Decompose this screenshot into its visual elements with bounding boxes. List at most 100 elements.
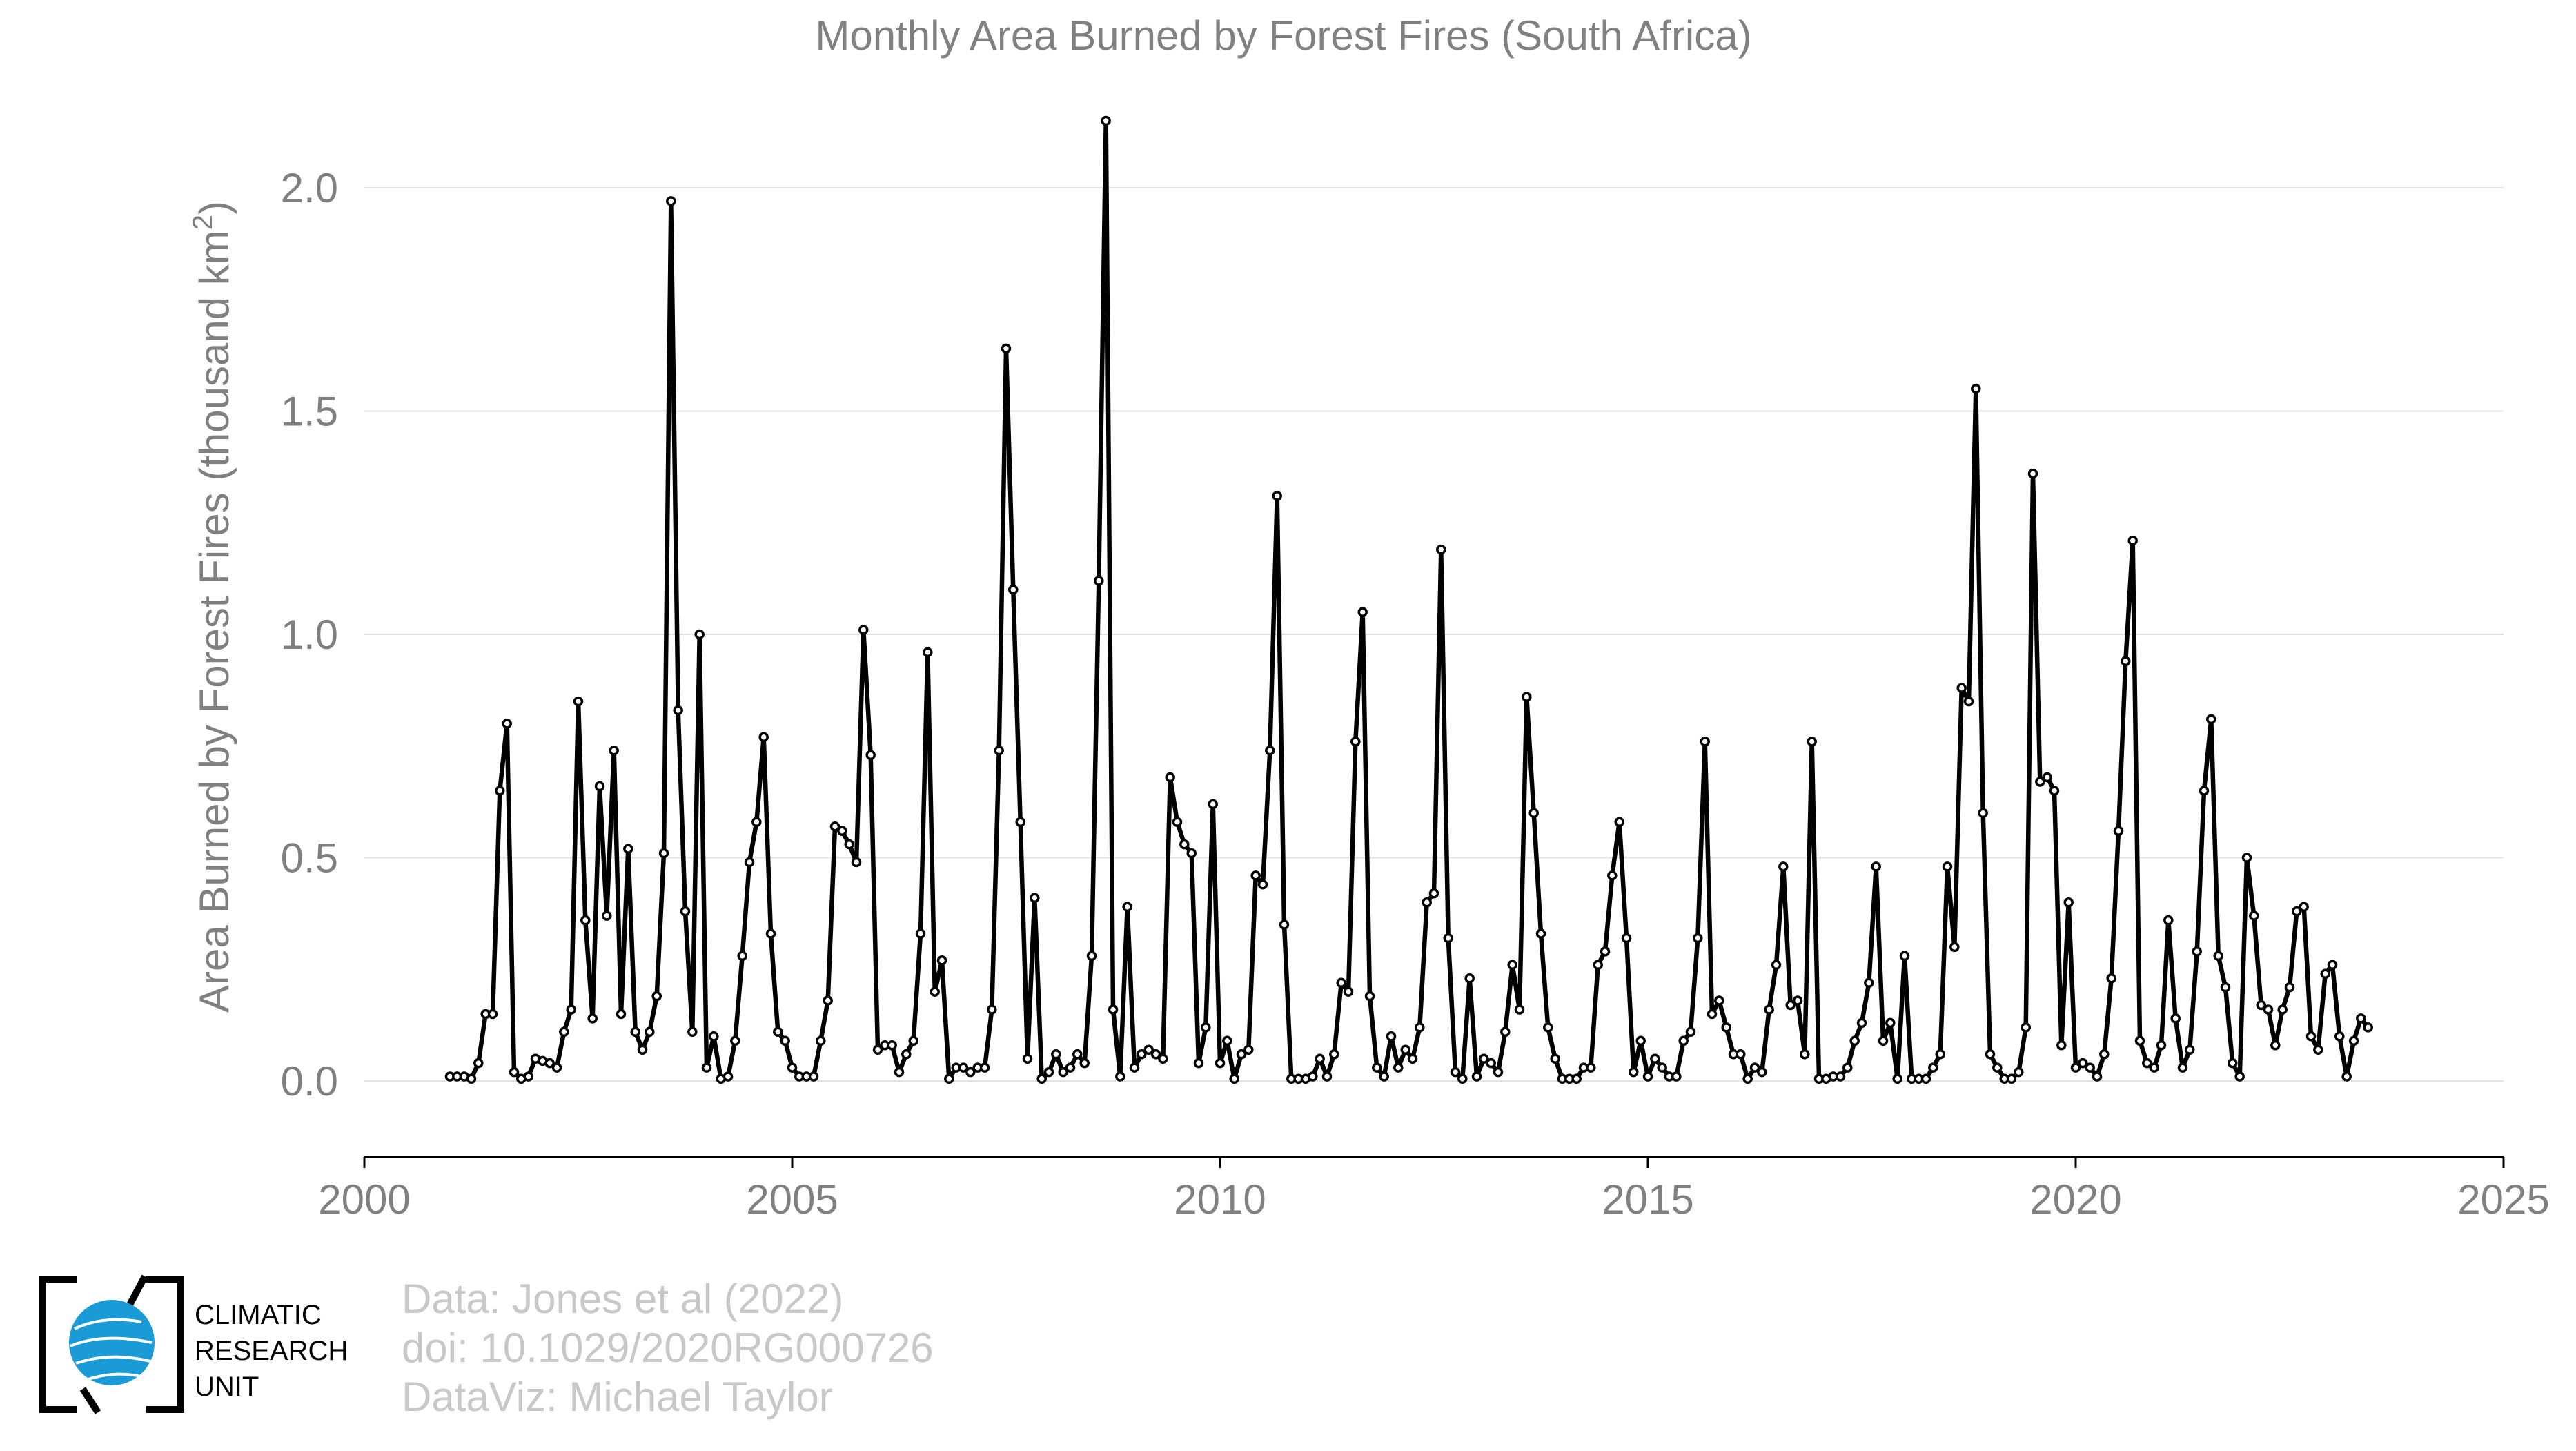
- data-point: [744, 857, 755, 868]
- data-point: [2177, 1062, 2188, 1073]
- data-point: [2070, 1062, 2081, 1073]
- data-point: [1094, 576, 1104, 586]
- data-point: [1749, 1062, 1760, 1073]
- data-point: [594, 781, 605, 792]
- data-point: [936, 955, 947, 966]
- data-point: [573, 696, 584, 707]
- data-point: [2199, 786, 2210, 796]
- data-point: [1043, 1067, 1054, 1078]
- data-point: [1607, 870, 1618, 881]
- data-point: [1971, 383, 1981, 394]
- data-point: [2356, 1013, 2366, 1024]
- data-point: [2156, 1040, 2167, 1051]
- data-point: [1357, 607, 1368, 617]
- data-point: [1257, 879, 1268, 890]
- data-point: [923, 647, 933, 658]
- data-point: [944, 1073, 954, 1084]
- data-point: [737, 951, 747, 962]
- data-point: [837, 826, 847, 836]
- y-tick-label: 1.0: [281, 612, 338, 658]
- y-axis-label-end: ): [191, 201, 237, 215]
- data-point: [2292, 906, 2302, 917]
- data-point: [2249, 910, 2259, 921]
- data-point: [701, 1062, 712, 1073]
- data-point: [958, 1062, 969, 1073]
- data-point: [651, 991, 662, 1002]
- data-point: [787, 1062, 798, 1073]
- data-point: [2063, 897, 2074, 908]
- data-point: [1742, 1073, 1753, 1084]
- data-point: [2149, 1062, 2159, 1073]
- data-point: [602, 910, 612, 921]
- data-point: [1051, 1049, 1061, 1060]
- y-axis-label-superscript: 2: [188, 215, 218, 230]
- credit-doi: doi: 10.1029/2020RG000726: [402, 1325, 934, 1371]
- data-point: [1535, 928, 1546, 939]
- data-point: [1186, 848, 1197, 859]
- data-point: [1001, 343, 1012, 354]
- data-point: [1479, 1053, 1489, 1064]
- data-point: [2134, 1035, 2145, 1046]
- data-point: [2313, 1044, 2323, 1055]
- data-point: [2170, 1013, 2181, 1024]
- data-point: [1400, 1044, 1410, 1055]
- x-tick-label: 2005: [746, 1176, 838, 1223]
- data-point: [623, 844, 633, 854]
- data-point: [1621, 933, 1632, 944]
- data-point: [2341, 1071, 2352, 1082]
- data-point: [1086, 951, 1097, 962]
- data-point: [1642, 1071, 1653, 1082]
- data-point: [1657, 1062, 1667, 1073]
- data-point: [1671, 1071, 1682, 1082]
- data-point: [908, 1035, 918, 1046]
- data-point: [2021, 1022, 2031, 1033]
- data-point: [2299, 902, 2309, 912]
- chart-title: Monthly Area Burned by Forest Fires (Sou…: [815, 12, 1751, 59]
- data-point: [872, 1044, 883, 1055]
- data-point: [1193, 1058, 1204, 1069]
- data-point: [730, 1035, 740, 1046]
- data-point: [1771, 960, 1782, 971]
- data-point: [1543, 1022, 1553, 1033]
- data-point: [773, 1026, 783, 1038]
- x-tick-label: 2015: [1602, 1176, 1693, 1223]
- data-point: [1464, 973, 1475, 984]
- data-point: [1450, 1067, 1461, 1078]
- data-point: [1992, 1062, 2003, 1073]
- data-point: [1329, 1049, 1339, 1060]
- data-point: [1407, 1053, 1418, 1064]
- cru-logo: CLIMATIC RESEARCH UNIT: [39, 1274, 348, 1414]
- data-point: [466, 1073, 477, 1084]
- data-point: [1343, 986, 1354, 997]
- data-point: [1522, 692, 1532, 702]
- data-point: [2163, 915, 2174, 926]
- data-point: [2305, 1031, 2317, 1042]
- data-point: [2213, 951, 2223, 962]
- data-point: [2320, 968, 2330, 979]
- data-point: [587, 1013, 598, 1024]
- data-point: [1928, 1062, 1938, 1073]
- data-point: [1308, 1071, 1318, 1082]
- data-point: [1956, 683, 1967, 693]
- logo-bracket-left: [39, 1276, 77, 1413]
- x-tick-label: 2000: [318, 1176, 410, 1223]
- data-point: [637, 1044, 648, 1055]
- gridlines: [364, 187, 2504, 1082]
- logo-bracket-right: [146, 1276, 184, 1413]
- data-point: [1693, 933, 1703, 944]
- data-point: [1279, 919, 1290, 930]
- logo-text-line3: UNIT: [195, 1372, 259, 1402]
- data-point: [979, 1062, 990, 1073]
- data-point: [523, 1071, 533, 1082]
- data-point: [687, 1026, 698, 1038]
- data-point: [1792, 995, 1803, 1006]
- data-point: [658, 848, 669, 859]
- data-point: [1835, 1071, 1846, 1082]
- data-point: [566, 1004, 576, 1015]
- data-point: [1507, 960, 1517, 971]
- data-point: [1058, 1067, 1068, 1078]
- data-point: [2284, 982, 2295, 993]
- data-point: [1236, 1049, 1247, 1060]
- y-tick-label: 0.0: [281, 1058, 338, 1104]
- data-point: [2234, 1071, 2245, 1082]
